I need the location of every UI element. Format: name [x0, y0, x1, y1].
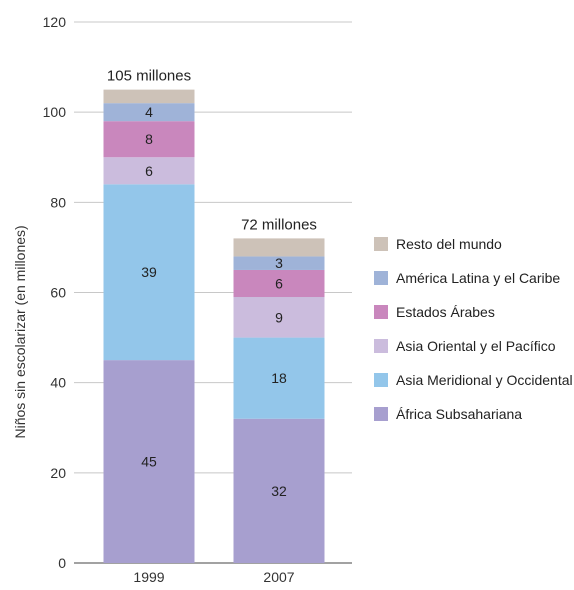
- y-tick-label: 20: [50, 465, 66, 481]
- bar-segment: [233, 337, 325, 419]
- data-label: 32: [271, 483, 287, 499]
- legend-swatch: [374, 271, 388, 285]
- data-label: 6: [145, 163, 153, 179]
- bar-segment: [103, 184, 195, 361]
- legend-swatch: [374, 407, 388, 421]
- y-tick-label: 100: [43, 104, 67, 120]
- legend-label: América Latina y el Caribe: [396, 270, 561, 286]
- total-label: 72 millones: [241, 216, 317, 233]
- legend-item: América Latina y el Caribe: [374, 266, 573, 290]
- bar-segment: [103, 360, 195, 563]
- bar-segment: [233, 256, 325, 270]
- data-label: 39: [141, 264, 157, 280]
- x-tick-label: 2007: [263, 569, 294, 585]
- x-tick-label: 1999: [133, 569, 164, 585]
- legend-item: África Subsahariana: [374, 402, 573, 426]
- legend-item: Estados Árabes: [374, 300, 573, 324]
- legend-swatch: [374, 305, 388, 319]
- data-label: 4: [145, 104, 153, 120]
- bar-segment: [103, 121, 195, 158]
- y-tick-label: 40: [50, 375, 66, 391]
- y-tick-label: 0: [58, 555, 66, 571]
- y-tick-label: 80: [50, 194, 66, 210]
- data-label: 6: [275, 275, 283, 291]
- legend-label: Resto del mundo: [396, 236, 502, 252]
- bar-segment: [103, 89, 195, 104]
- legend-label: Asia Oriental y el Pacífico: [396, 338, 556, 354]
- legend-item: Asia Meridional y Occidental: [374, 368, 573, 392]
- y-tick-label: 60: [50, 285, 66, 301]
- data-label: 3: [275, 255, 283, 271]
- y-axis-title: Niños sin escolarizar (en millones): [12, 225, 28, 439]
- legend-item: Resto del mundo: [374, 232, 573, 256]
- chart-legend: Resto del mundo América Latina y el Carib…: [374, 232, 573, 436]
- bar-segment: [103, 157, 195, 185]
- y-tick-label: 120: [43, 14, 67, 30]
- data-label: 18: [271, 370, 287, 386]
- total-label: 105 millones: [107, 68, 191, 85]
- data-label: 9: [275, 309, 283, 325]
- bar-segment: [233, 269, 325, 298]
- legend-label: Estados Árabes: [396, 304, 495, 320]
- legend-label: Asia Meridional y Occidental: [396, 372, 573, 388]
- legend-swatch: [374, 339, 388, 353]
- bar-segment: [103, 103, 195, 122]
- bar-segment: [233, 238, 325, 257]
- data-label: 45: [141, 454, 157, 470]
- bar-segment: [233, 418, 325, 563]
- legend-swatch: [374, 237, 388, 251]
- bar-segment: [233, 297, 325, 338]
- data-label: 8: [145, 131, 153, 147]
- legend-label: África Subsahariana: [396, 406, 523, 422]
- legend-item: Asia Oriental y el Pacífico: [374, 334, 573, 358]
- legend-swatch: [374, 373, 388, 387]
